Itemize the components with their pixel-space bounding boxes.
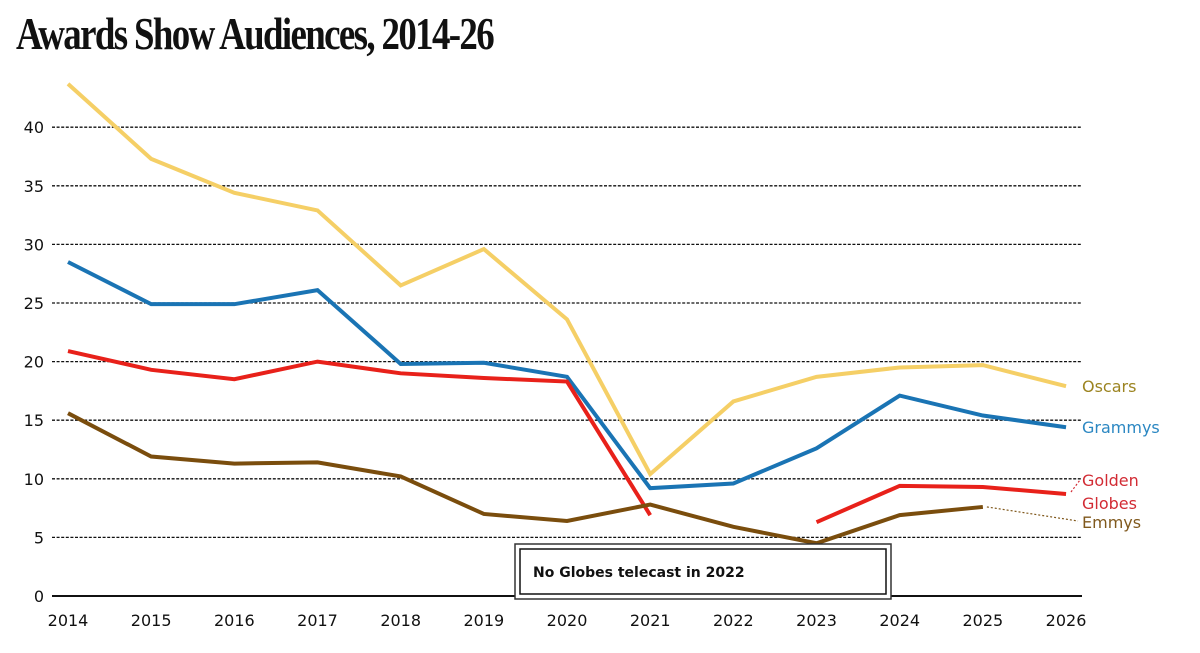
series-label-golden-globes-line1: Golden [1082,471,1139,490]
y-tick-label: 10 [24,470,44,489]
series-label-golden-globes-line2: Globes [1082,494,1137,513]
y-tick-label: 20 [24,353,44,372]
series-line-emmys [67,411,984,546]
x-tick-label: 2021 [630,611,671,630]
x-tick-label: 2016 [214,611,255,630]
series-label-oscars: Oscars [1082,377,1136,396]
chart-title: Awards Show Audiences, 2014-26 [16,9,495,59]
y-tick-label: 40 [24,118,44,137]
series-label-emmys: Emmys [1082,513,1141,532]
annotation-box-inner [519,548,887,595]
emmys-label-connector [986,506,1079,522]
x-tick-label: 2020 [547,611,588,630]
y-tick-label: 25 [24,294,44,313]
annotation-text: No Globes telecast in 2022 [533,565,745,581]
y-tick-label: 30 [24,235,44,254]
series-line-golden-globes-seg0 [67,349,652,517]
x-tick-label: 2025 [963,611,1004,630]
x-tick-label: 2022 [713,611,754,630]
series-lines [66,82,1067,546]
x-tick-label: 2026 [1046,611,1087,630]
x-tick-label: 2015 [131,611,172,630]
y-tick-label: 15 [24,411,44,430]
series-line-grammys [67,260,1067,491]
series-line-golden-globes-seg1 [815,483,1067,524]
y-tick-label: 35 [24,177,44,196]
x-axis-ticks: 2014 2015 2016 2017 2018 2019 2020 2021 2022 2023… [48,611,1087,630]
y-tick-label: 0 [34,587,44,606]
y-axis-ticks: 0 5 10 15 20 25 30 35 40 [24,118,44,606]
x-tick-label: 2024 [879,611,920,630]
x-tick-label: 2014 [48,611,89,630]
x-tick-label: 2023 [796,611,837,630]
y-tick-label: 5 [34,528,44,547]
series-label-grammys: Grammys [1082,418,1160,437]
globes-label-connector [1070,479,1081,493]
series-line-oscars [66,82,1067,478]
gridlines [52,126,1082,597]
x-tick-label: 2018 [380,611,421,630]
x-tick-label: 2019 [463,611,504,630]
annotation: No Globes telecast in 2022 [514,543,892,600]
x-tick-label: 2017 [297,611,338,630]
